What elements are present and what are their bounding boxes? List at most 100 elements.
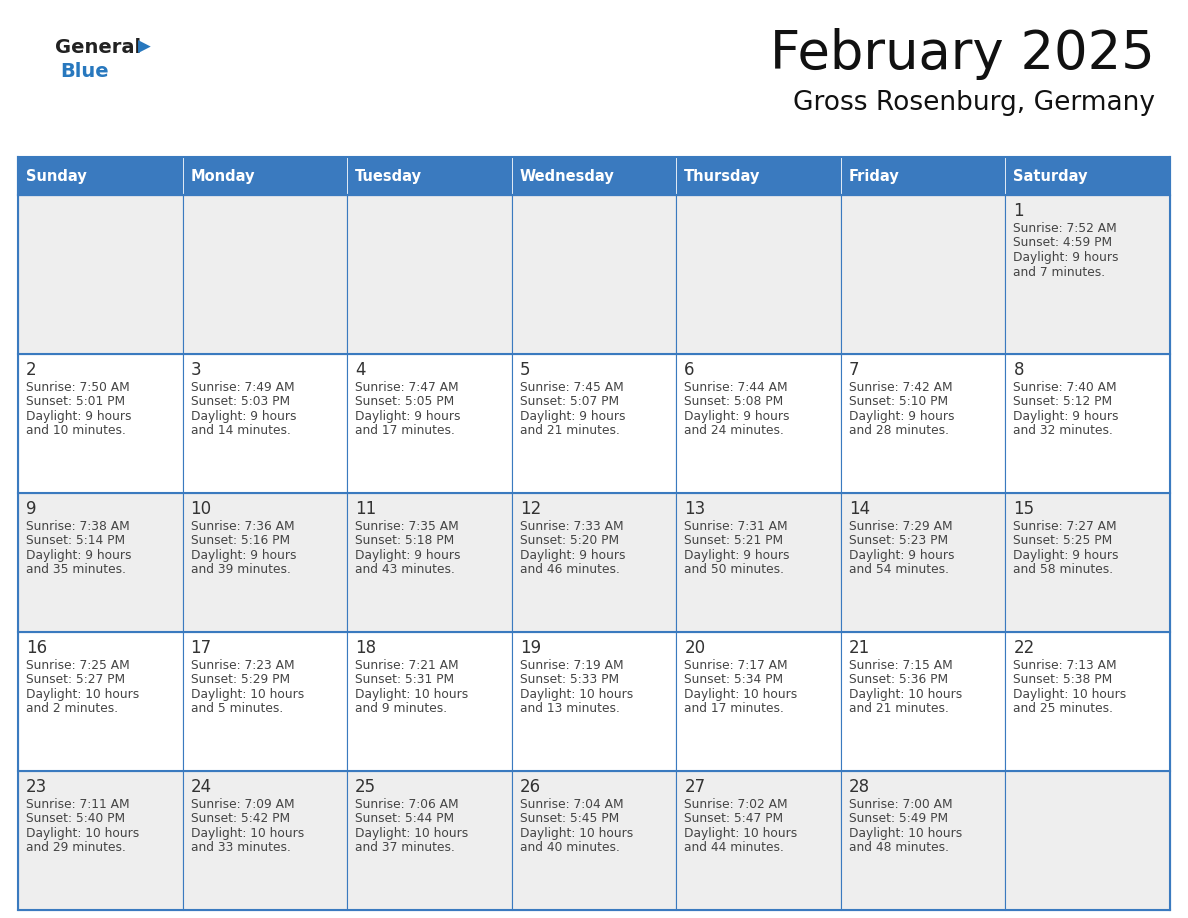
- Bar: [676, 353, 841, 493]
- Text: 27: 27: [684, 778, 706, 796]
- Text: Sunset: 5:16 PM: Sunset: 5:16 PM: [190, 534, 290, 547]
- Text: Sunrise: 7:47 AM: Sunrise: 7:47 AM: [355, 381, 459, 394]
- Text: Sunset: 5:20 PM: Sunset: 5:20 PM: [519, 534, 619, 547]
- Text: and 54 minutes.: and 54 minutes.: [849, 564, 949, 577]
- Text: and 48 minutes.: and 48 minutes.: [849, 842, 949, 855]
- Text: and 10 minutes.: and 10 minutes.: [26, 424, 126, 437]
- Text: 13: 13: [684, 499, 706, 518]
- Text: Daylight: 10 hours: Daylight: 10 hours: [355, 827, 468, 840]
- Text: Daylight: 9 hours: Daylight: 9 hours: [1013, 549, 1119, 562]
- Bar: [183, 771, 347, 910]
- Text: Sunrise: 7:29 AM: Sunrise: 7:29 AM: [849, 520, 953, 532]
- Text: and 43 minutes.: and 43 minutes.: [355, 564, 455, 577]
- Text: 28: 28: [849, 778, 870, 796]
- Text: Sunset: 5:18 PM: Sunset: 5:18 PM: [355, 534, 454, 547]
- Text: 7: 7: [849, 361, 859, 379]
- Text: 5: 5: [519, 361, 530, 379]
- Text: 3: 3: [190, 361, 201, 379]
- Text: 18: 18: [355, 639, 377, 657]
- Bar: [841, 353, 1005, 493]
- Text: Sunrise: 7:13 AM: Sunrise: 7:13 AM: [1013, 659, 1117, 672]
- Text: February 2025: February 2025: [770, 28, 1155, 80]
- Text: and 58 minutes.: and 58 minutes.: [1013, 564, 1113, 577]
- Bar: [841, 493, 1005, 632]
- Text: Daylight: 9 hours: Daylight: 9 hours: [849, 549, 954, 562]
- Text: Sunset: 5:08 PM: Sunset: 5:08 PM: [684, 396, 784, 409]
- Text: and 29 minutes.: and 29 minutes.: [26, 842, 126, 855]
- Text: Thursday: Thursday: [684, 169, 760, 184]
- Text: Sunset: 5:31 PM: Sunset: 5:31 PM: [355, 674, 454, 687]
- Bar: [18, 157, 1170, 195]
- Text: ▶: ▶: [138, 38, 151, 56]
- Text: Sunrise: 7:42 AM: Sunrise: 7:42 AM: [849, 381, 953, 394]
- Text: Daylight: 9 hours: Daylight: 9 hours: [190, 409, 296, 422]
- Text: Sunrise: 7:36 AM: Sunrise: 7:36 AM: [190, 520, 295, 532]
- Text: Sunrise: 7:09 AM: Sunrise: 7:09 AM: [190, 798, 295, 811]
- Text: Daylight: 9 hours: Daylight: 9 hours: [26, 409, 132, 422]
- Bar: [18, 493, 183, 632]
- Text: Sunset: 5:38 PM: Sunset: 5:38 PM: [1013, 674, 1113, 687]
- Text: Sunset: 5:23 PM: Sunset: 5:23 PM: [849, 534, 948, 547]
- Text: and 46 minutes.: and 46 minutes.: [519, 564, 620, 577]
- Text: and 25 minutes.: and 25 minutes.: [1013, 702, 1113, 715]
- Text: 19: 19: [519, 639, 541, 657]
- Bar: [512, 493, 676, 632]
- Text: Sunrise: 7:44 AM: Sunrise: 7:44 AM: [684, 381, 788, 394]
- Bar: [347, 493, 512, 632]
- Text: and 33 minutes.: and 33 minutes.: [190, 842, 290, 855]
- Text: Daylight: 10 hours: Daylight: 10 hours: [190, 827, 304, 840]
- Text: Sunset: 5:44 PM: Sunset: 5:44 PM: [355, 812, 454, 825]
- Text: 6: 6: [684, 361, 695, 379]
- Text: Sunrise: 7:50 AM: Sunrise: 7:50 AM: [26, 381, 129, 394]
- Bar: [841, 157, 1005, 195]
- Text: Daylight: 10 hours: Daylight: 10 hours: [26, 688, 139, 700]
- Text: Daylight: 10 hours: Daylight: 10 hours: [519, 688, 633, 700]
- Text: and 44 minutes.: and 44 minutes.: [684, 842, 784, 855]
- Text: and 13 minutes.: and 13 minutes.: [519, 702, 620, 715]
- Text: Daylight: 10 hours: Daylight: 10 hours: [190, 688, 304, 700]
- Text: 15: 15: [1013, 499, 1035, 518]
- Text: Monday: Monday: [190, 169, 255, 184]
- Text: Sunrise: 7:02 AM: Sunrise: 7:02 AM: [684, 798, 788, 811]
- Text: and 50 minutes.: and 50 minutes.: [684, 564, 784, 577]
- Text: and 21 minutes.: and 21 minutes.: [519, 424, 620, 437]
- Text: 9: 9: [26, 499, 37, 518]
- Bar: [347, 632, 512, 771]
- Text: and 24 minutes.: and 24 minutes.: [684, 424, 784, 437]
- Bar: [18, 353, 183, 493]
- Bar: [18, 195, 183, 353]
- Text: Daylight: 9 hours: Daylight: 9 hours: [190, 549, 296, 562]
- Bar: [347, 195, 512, 353]
- Text: 8: 8: [1013, 361, 1024, 379]
- Bar: [347, 157, 512, 195]
- Text: Sunset: 5:03 PM: Sunset: 5:03 PM: [190, 396, 290, 409]
- Text: Wednesday: Wednesday: [519, 169, 614, 184]
- Bar: [512, 157, 676, 195]
- Text: and 32 minutes.: and 32 minutes.: [1013, 424, 1113, 437]
- Text: Sunrise: 7:04 AM: Sunrise: 7:04 AM: [519, 798, 624, 811]
- Text: Friday: Friday: [849, 169, 899, 184]
- Text: Sunset: 5:49 PM: Sunset: 5:49 PM: [849, 812, 948, 825]
- Bar: [512, 771, 676, 910]
- Text: and 40 minutes.: and 40 minutes.: [519, 842, 620, 855]
- Text: Daylight: 9 hours: Daylight: 9 hours: [849, 409, 954, 422]
- Text: Sunrise: 7:23 AM: Sunrise: 7:23 AM: [190, 659, 295, 672]
- Text: Sunset: 5:34 PM: Sunset: 5:34 PM: [684, 674, 783, 687]
- Text: Daylight: 9 hours: Daylight: 9 hours: [1013, 251, 1119, 264]
- Text: Sunset: 5:29 PM: Sunset: 5:29 PM: [190, 674, 290, 687]
- Text: Sunset: 5:07 PM: Sunset: 5:07 PM: [519, 396, 619, 409]
- Text: Sunrise: 7:38 AM: Sunrise: 7:38 AM: [26, 520, 129, 532]
- Text: 17: 17: [190, 639, 211, 657]
- Text: Daylight: 10 hours: Daylight: 10 hours: [849, 827, 962, 840]
- Text: Daylight: 10 hours: Daylight: 10 hours: [355, 688, 468, 700]
- Bar: [183, 195, 347, 353]
- Text: 4: 4: [355, 361, 366, 379]
- Text: Sunset: 5:27 PM: Sunset: 5:27 PM: [26, 674, 125, 687]
- Text: 12: 12: [519, 499, 541, 518]
- Text: 10: 10: [190, 499, 211, 518]
- Bar: [676, 632, 841, 771]
- Text: and 35 minutes.: and 35 minutes.: [26, 564, 126, 577]
- Text: Daylight: 9 hours: Daylight: 9 hours: [1013, 409, 1119, 422]
- Text: Sunset: 5:01 PM: Sunset: 5:01 PM: [26, 396, 125, 409]
- Text: and 7 minutes.: and 7 minutes.: [1013, 265, 1106, 278]
